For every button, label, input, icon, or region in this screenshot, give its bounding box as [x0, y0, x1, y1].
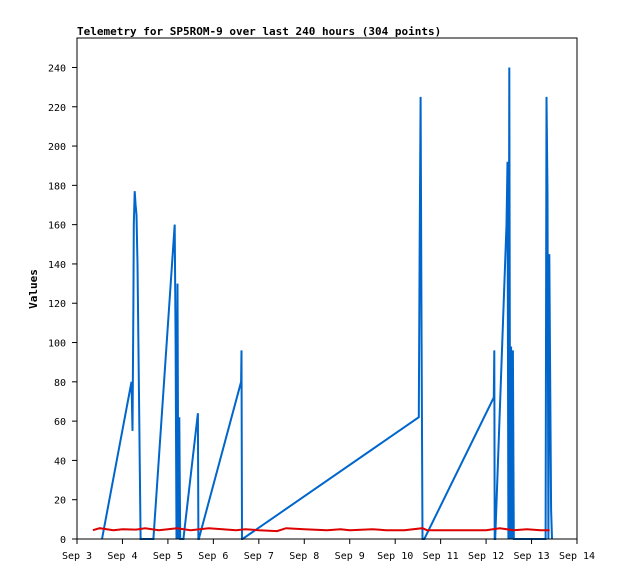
x-tick-label: Sep 7: [244, 551, 274, 562]
y-tick-label: 240: [48, 63, 66, 74]
y-tick-label: 80: [54, 378, 66, 389]
chart-title: Telemetry for SP5ROM-9 over last 240 hou…: [77, 25, 441, 38]
x-tick-label: Sep 3: [62, 551, 92, 562]
x-tick-label: Sep 5: [153, 551, 183, 562]
x-tick-label: Sep 11: [423, 551, 459, 562]
y-tick-label: 60: [54, 417, 66, 428]
y-tick-label: 100: [48, 339, 66, 350]
x-tick-label: Sep 8: [289, 551, 319, 562]
y-tick-label: 0: [60, 535, 66, 546]
plot-frame: [76, 37, 578, 540]
axes-layer: Sep 3 Sep 4 Sep 5 Sep 6 Sep 7 Sep 8 Sep 9 Sep 1…: [48, 63, 595, 562]
x-tick-label: Sep 9: [335, 551, 365, 562]
y-tick-label: 220: [48, 103, 66, 114]
x-tick-label: Sep 12: [468, 551, 504, 562]
y-tick-label: 20: [54, 496, 66, 507]
y-tick-label: 140: [48, 260, 66, 271]
x-tick-label: Sep 13: [513, 551, 549, 562]
y-tick-label: 160: [48, 221, 66, 232]
y-axis-label: Values: [27, 269, 40, 309]
x-tick-label: Sep 10: [377, 551, 413, 562]
y-tick-label: 200: [48, 142, 66, 153]
x-tick-label: Sep 4: [107, 551, 137, 562]
y-tick-label: 120: [48, 299, 66, 310]
y-tick-label: 180: [48, 181, 66, 192]
x-tick-label: Sep 6: [198, 551, 228, 562]
x-tick-label: Sep 14: [559, 551, 595, 562]
series-line-2: [92, 527, 550, 533]
y-tick-label: 40: [54, 456, 66, 467]
